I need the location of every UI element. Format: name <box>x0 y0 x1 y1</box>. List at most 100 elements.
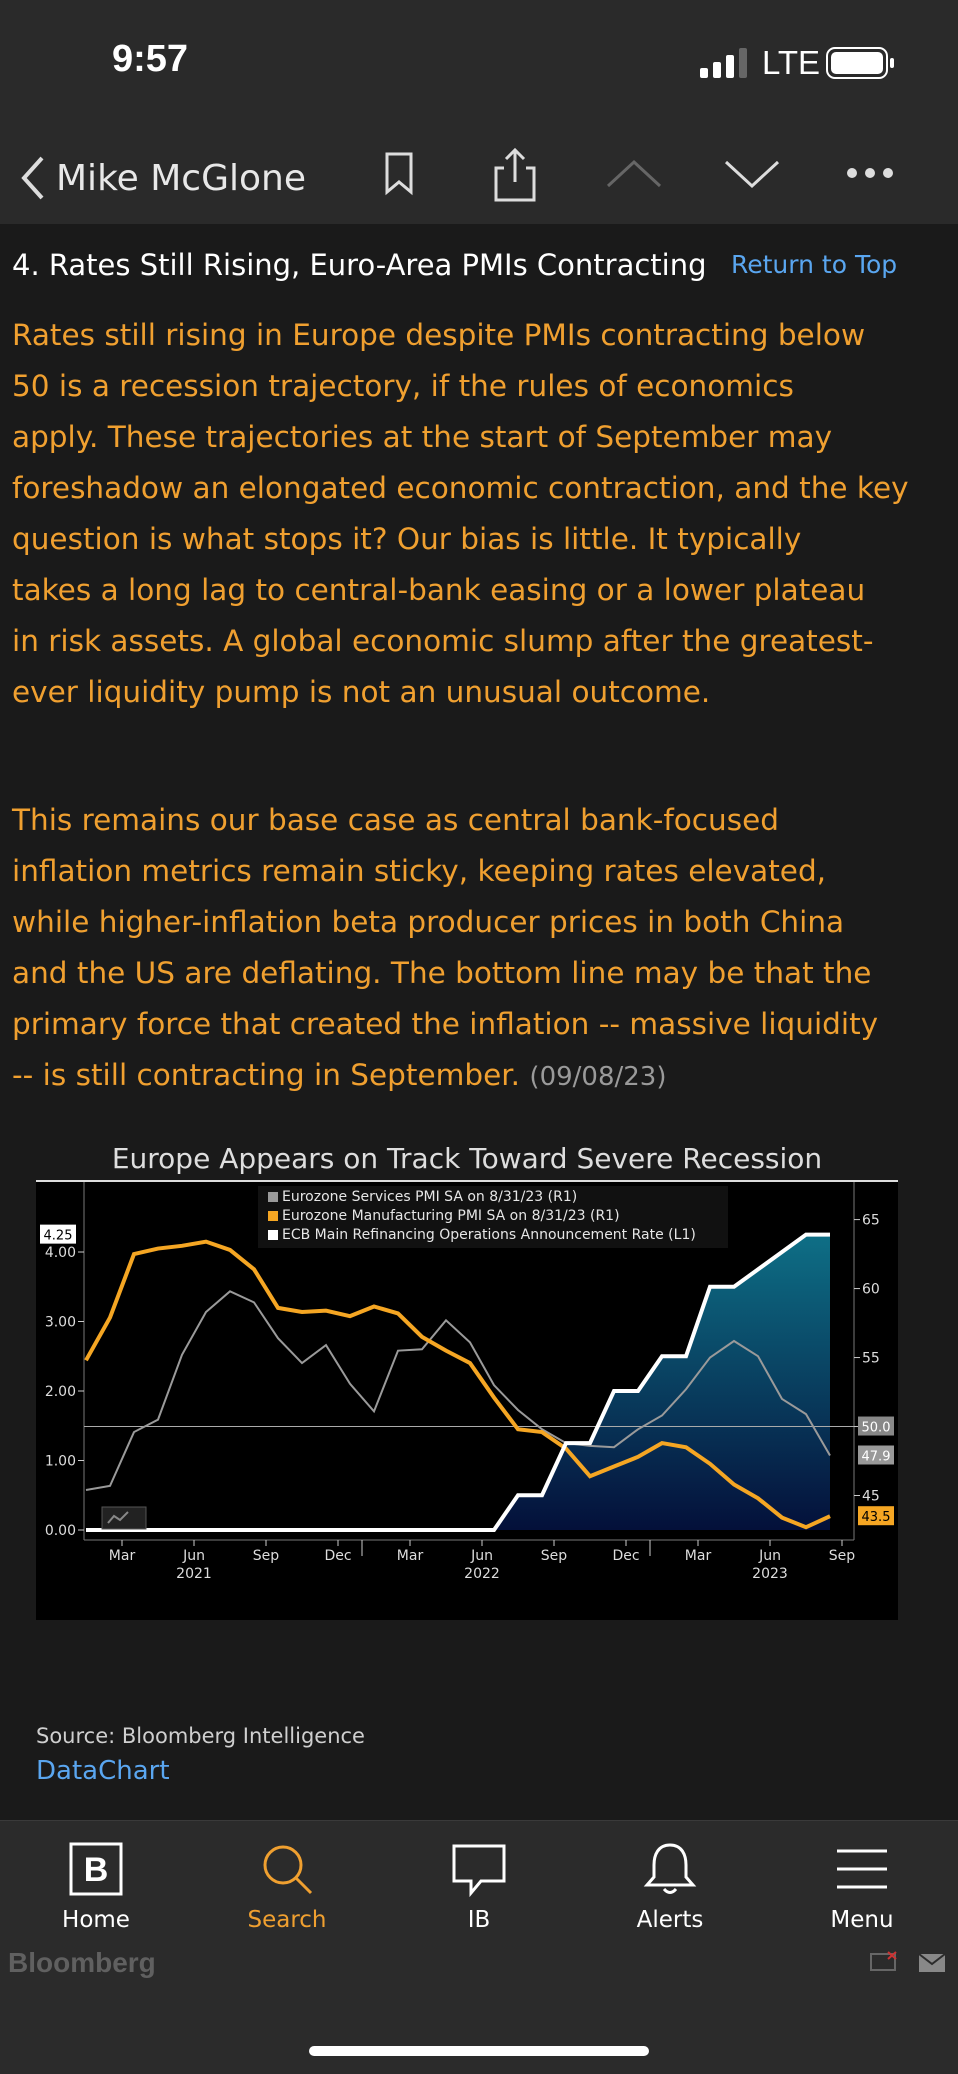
chevron-down-icon[interactable] <box>722 154 782 194</box>
rate-area <box>86 1234 830 1530</box>
home-indicator <box>309 2046 649 2056</box>
right-tick-label: 45 <box>862 1489 880 1505</box>
tab-label: Alerts <box>636 1907 704 1933</box>
tab-search[interactable]: Search <box>207 1841 367 1933</box>
text-line: primary force that created the inflation… <box>12 1007 879 1041</box>
badge-47-9: 47.9 <box>862 1450 891 1465</box>
badge-43-5-bg <box>858 1506 894 1526</box>
status-bar: 9:57 LTE <box>0 0 958 130</box>
badge-left: 4.25 <box>44 1229 73 1244</box>
ecb-rate-line <box>86 1232 830 1532</box>
tab-label: Menu <box>830 1907 894 1933</box>
bloomberg-b-icon: B <box>69 1842 123 1896</box>
x-tick-label: Jun <box>470 1548 493 1564</box>
text-line: ever liquidity pump is not an unusual ou… <box>12 675 711 709</box>
left-tick-label: 0.00 <box>45 1523 76 1539</box>
x-tick-label: Mar <box>109 1548 136 1564</box>
chart-title: Europe Appears on Track Toward Severe Re… <box>111 1142 823 1175</box>
chart-type-icon-glyph <box>107 1511 129 1524</box>
text-line: in risk assets. A global economic slump … <box>12 624 874 658</box>
clock: 9:57 <box>112 38 189 80</box>
author-name: Mike McGlone <box>56 157 306 199</box>
legend-swatch <box>268 1192 278 1202</box>
tab-label: IB <box>467 1907 491 1933</box>
right-tick-label: 60 <box>862 1282 880 1298</box>
text-line: foreshadow an elongated economic contrac… <box>12 471 909 505</box>
right-tick-label: 55 <box>862 1351 880 1367</box>
chat-bubble-icon <box>452 1844 506 1898</box>
tab-ib[interactable]: IB <box>399 1841 559 1933</box>
badge-43-5: 43.5 <box>862 1510 891 1525</box>
return-to-top-link[interactable]: Return to Top <box>731 250 898 279</box>
legend-bg <box>258 1186 728 1248</box>
text-line: apply. These trajectories at the start o… <box>12 420 833 454</box>
tab-home[interactable]: B Home <box>16 1841 176 1933</box>
legend-swatch <box>268 1230 278 1240</box>
text-line: takes a long lag to central-bank easing … <box>12 573 866 607</box>
legend-entry: ECB Main Refinancing Operations Announce… <box>282 1227 696 1243</box>
left-tick-label: 4.00 <box>45 1245 76 1261</box>
share-icon[interactable] <box>490 148 540 204</box>
text-line: Rates still rising in Europe despite PMI… <box>12 318 866 352</box>
bookmark-icon[interactable] <box>383 148 415 200</box>
chevron-left-icon <box>21 156 44 200</box>
section-title: 4. Rates Still Rising, Euro-Area PMIs Co… <box>12 248 707 282</box>
manufacturing-pmi-line <box>84 1239 831 1530</box>
bell-icon <box>643 1843 697 1894</box>
text-line-last: -- is still contracting in September. <box>12 1058 521 1092</box>
services-pmi-line <box>85 1290 831 1491</box>
more-icon[interactable] <box>846 166 894 180</box>
text-line: question is what stops it? Our bias is l… <box>12 522 802 556</box>
badge-50-bg <box>858 1416 894 1436</box>
chart-type-icon-bg <box>101 1506 147 1530</box>
screen-share-icon[interactable] <box>870 1951 898 1975</box>
badge-47-9-bg <box>858 1445 894 1465</box>
text-line: inflation metrics remain sticky, keeping… <box>12 854 827 888</box>
x-tick-label: Dec <box>324 1548 351 1564</box>
menu-icon <box>837 1849 887 1889</box>
search-icon <box>263 1845 313 1895</box>
publish-date: (09/08/23) <box>529 1062 667 1092</box>
tab-label: Home <box>62 1907 130 1933</box>
datachart-link[interactable]: DataChart <box>36 1756 170 1786</box>
text-line: and the US are deflating. The bottom lin… <box>12 956 872 990</box>
signal-icon <box>700 48 747 78</box>
x-tick-label: Jun <box>758 1548 781 1564</box>
paragraph-1: Rates still rising in Europe despite PMI… <box>12 310 952 718</box>
text-line: -- is still contracting in September. (0… <box>12 1050 952 1103</box>
left-tick-label: 2.00 <box>45 1384 76 1400</box>
legend-swatch <box>268 1211 278 1221</box>
left-tick-label: 3.00 <box>45 1315 76 1331</box>
chart-type-icon <box>101 1506 147 1530</box>
tab-bar: B Home Search IB Alerts Menu Bloomberg <box>0 1820 958 2074</box>
battery-icon <box>826 47 894 79</box>
text-line: while higher-inflation beta producer pri… <box>12 905 845 939</box>
bloomberg-logo: Bloomberg <box>8 1947 156 1978</box>
paragraph-2: This remains our base case as central ba… <box>12 795 952 1103</box>
article-content: 4. Rates Still Rising, Euro-Area PMIs Co… <box>0 224 958 1820</box>
x-tick-label: Mar <box>397 1548 424 1564</box>
network-type: LTE <box>762 44 821 81</box>
tab-label: Search <box>247 1907 327 1933</box>
year-label: 2023 <box>752 1566 788 1582</box>
svg-text:B: B <box>84 1851 109 1889</box>
text-line: 50 is a recession trajectory, if the rul… <box>12 369 794 403</box>
left-tick-label: 1.00 <box>45 1454 76 1470</box>
right-tick-label: 65 <box>862 1213 880 1229</box>
x-tick-label: Sep <box>253 1548 280 1564</box>
tab-menu[interactable]: Menu <box>782 1841 942 1933</box>
chart: 0.001.002.003.004.0045505560654.2550.047… <box>36 1180 898 1620</box>
badge-50: 50.0 <box>862 1421 891 1436</box>
x-tick-label: Jun <box>182 1548 205 1564</box>
badge-left-bg <box>40 1224 76 1244</box>
legend-entry: Eurozone Services PMI SA on 8/31/23 (R1) <box>282 1189 577 1205</box>
source-text: Source: Bloomberg Intelligence <box>36 1724 365 1748</box>
nav-bar: Mike McGlone <box>0 130 958 224</box>
chevron-up-icon[interactable] <box>604 154 664 194</box>
year-label: 2021 <box>176 1566 212 1582</box>
text-line: This remains our base case as central ba… <box>12 803 779 837</box>
legend-entry: Eurozone Manufacturing PMI SA on 8/31/23… <box>282 1208 620 1224</box>
tab-alerts[interactable]: Alerts <box>590 1841 750 1933</box>
back-button[interactable]: Mike McGlone <box>18 150 306 206</box>
mail-icon[interactable] <box>918 1953 946 1973</box>
